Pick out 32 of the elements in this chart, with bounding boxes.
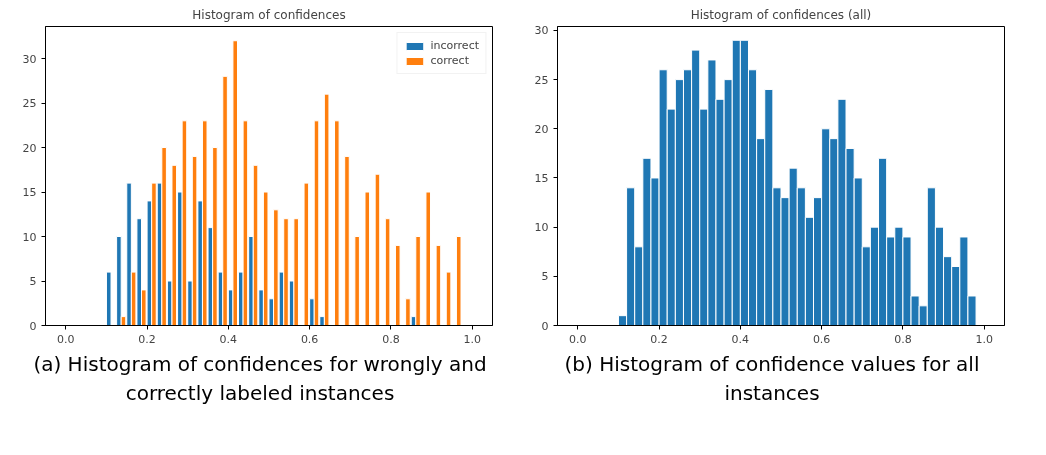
x-tick-label: 0.2	[650, 332, 668, 346]
x-tick-label: 0.4	[731, 332, 750, 346]
x-tick-label: 1.0	[463, 332, 481, 346]
y-tick-label: 5	[29, 275, 37, 289]
legend-label: correct	[430, 54, 469, 67]
x-tick-label: 0.4	[219, 332, 238, 346]
x-tick-label: 0.6	[300, 332, 319, 346]
y-tick-label: 0	[29, 319, 37, 333]
x-tick-label: 1.0	[975, 332, 993, 346]
y-tick-label: 10	[534, 221, 549, 235]
y-tick-label: 20	[22, 141, 37, 155]
y-tick-label: 20	[534, 122, 549, 136]
text: (a) Histogram of confidences for wrongly and correctly labeled instances	[32, 351, 488, 407]
y-tick-label: 25	[22, 97, 37, 111]
y-tick-label: 5	[541, 270, 549, 284]
x-tick-label: 0.6	[812, 332, 831, 346]
x-tick-label: 0.8	[894, 332, 912, 346]
y-tick-label: 15	[22, 186, 37, 200]
chart-title: Histogram of confidences (all)	[690, 7, 872, 22]
y-tick-label: 15	[534, 171, 549, 185]
y-tick-label: 25	[534, 73, 549, 87]
x-tick-label: 0.2	[138, 332, 156, 346]
legend-label: incorrect	[430, 39, 479, 52]
x-tick-label: 0.0	[569, 332, 587, 346]
x-tick-label: 0.0	[57, 332, 75, 346]
y-tick-label: 10	[22, 230, 37, 244]
chart-title: Histogram of confidences	[192, 7, 346, 22]
y-tick-label: 30	[534, 24, 549, 38]
x-tick-label: 0.8	[382, 332, 400, 346]
y-tick-label: 30	[22, 52, 37, 66]
text: (b) Histogram of confidence values for all instances	[563, 351, 981, 407]
y-tick-label: 0	[541, 319, 549, 333]
